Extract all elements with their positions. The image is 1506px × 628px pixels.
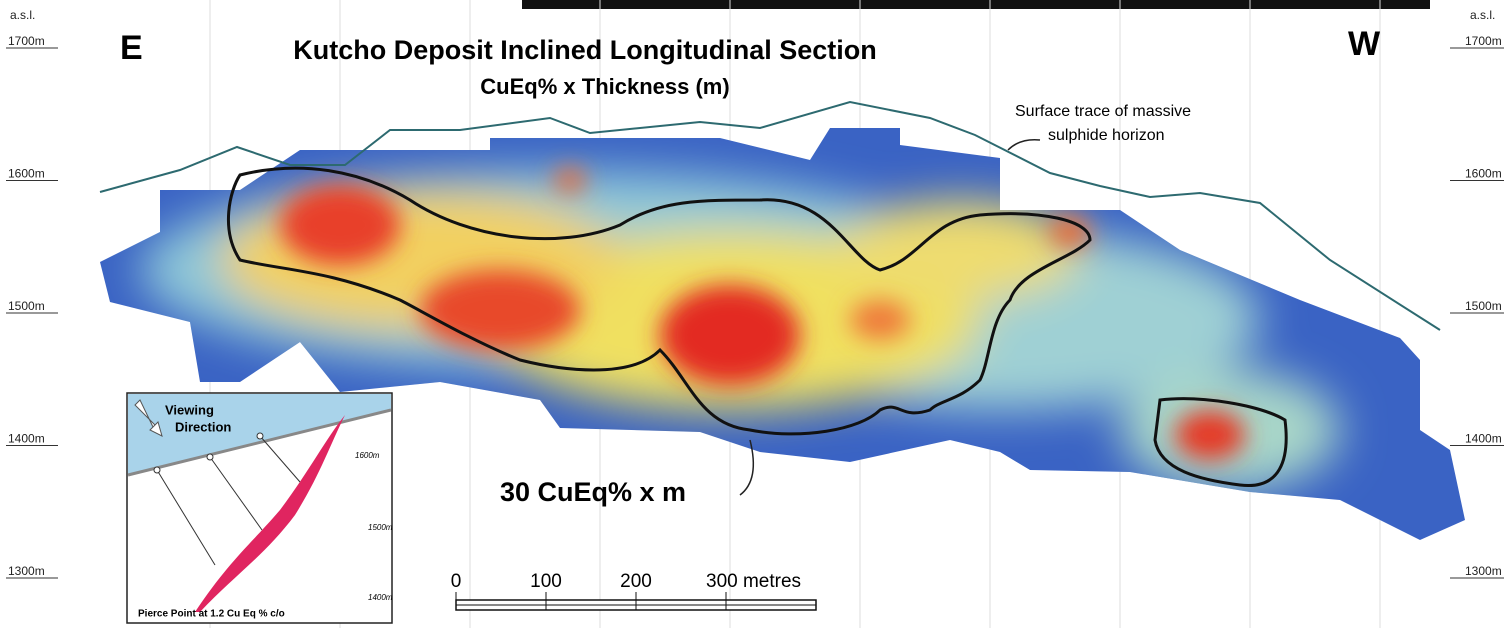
inset-label: Direction bbox=[175, 419, 231, 434]
scale-label: 200 bbox=[620, 571, 652, 592]
annotation: sulphide horizon bbox=[1048, 127, 1165, 144]
scale-label: 300 metres bbox=[706, 571, 801, 592]
contour-30 bbox=[1153, 397, 1288, 488]
inset-elevation: 1400m bbox=[368, 593, 393, 602]
elevation-label: 1600m bbox=[1465, 167, 1502, 181]
leader bbox=[739, 439, 755, 496]
inset-label: Viewing bbox=[165, 402, 214, 417]
scale-label: 0 bbox=[451, 571, 462, 592]
elevation-label: 1500m bbox=[8, 299, 45, 313]
elevation-label: 1300m bbox=[8, 564, 45, 578]
scale-bar bbox=[455, 592, 817, 611]
surface-trace bbox=[99, 100, 1441, 331]
scale-label: 100 bbox=[530, 571, 562, 592]
subtitle: CuEq% x Thickness (m) bbox=[480, 74, 729, 99]
title: Kutcho Deposit Inclined Longitudinal Sec… bbox=[293, 35, 877, 65]
elevation-label: 1700m bbox=[1465, 34, 1502, 48]
inset-caption: Pierce Point at 1.2 Cu Eq % c/o bbox=[138, 609, 285, 620]
top-bar bbox=[522, 0, 1430, 9]
contour-label: 30 CuEq% x m bbox=[500, 477, 686, 507]
inset-elevation: 1600m bbox=[355, 451, 380, 460]
elevation-labels: 1700m 1700m 1600m 1600m 1500m 1500m 1400m 1400m… bbox=[6, 34, 1504, 579]
elevation-label: 1700m bbox=[8, 34, 45, 48]
axis-unit: a.s.l. bbox=[1470, 8, 1495, 22]
elevation-label: 1600m bbox=[8, 167, 45, 181]
axis-unit: a.s.l. bbox=[10, 8, 35, 22]
elevation-label: 1300m bbox=[1465, 564, 1502, 578]
direction-label: E bbox=[120, 29, 143, 67]
contour-30 bbox=[226, 166, 1092, 436]
inset bbox=[126, 392, 393, 624]
inset-elevation: 1500m bbox=[368, 523, 393, 532]
elevation-label: 1400m bbox=[8, 432, 45, 446]
direction-label: W bbox=[1348, 25, 1381, 63]
elevation-label: 1500m bbox=[1465, 299, 1502, 313]
leader bbox=[1007, 138, 1041, 151]
elevation-label: 1400m bbox=[1465, 432, 1502, 446]
annotation: Surface trace of massive bbox=[1015, 103, 1191, 120]
